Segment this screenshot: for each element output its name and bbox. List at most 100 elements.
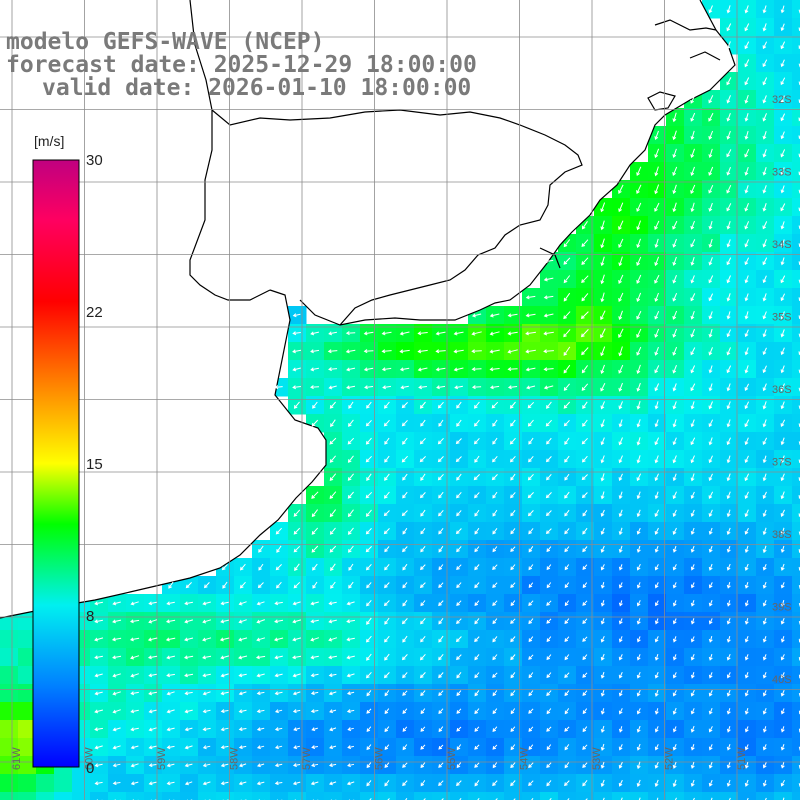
wind-arrow bbox=[654, 455, 659, 464]
wind-arrow bbox=[744, 617, 749, 625]
wind-arrow bbox=[708, 5, 713, 14]
wind-arrow bbox=[471, 331, 482, 336]
wind-arrow bbox=[166, 691, 175, 696]
wind-arrow bbox=[762, 41, 768, 50]
wind-cell bbox=[0, 792, 19, 800]
wind-arrow bbox=[507, 367, 518, 372]
wind-arrow bbox=[384, 690, 390, 697]
colorbar: [m/s] 30 22 15 8 0 bbox=[32, 133, 103, 777]
wind-arrow bbox=[202, 619, 212, 624]
wind-arrow bbox=[328, 367, 338, 372]
wind-arrow bbox=[708, 779, 713, 787]
wind-arrow bbox=[546, 690, 552, 697]
wind-arrow bbox=[436, 385, 446, 390]
wind-arrow bbox=[672, 455, 677, 464]
latitude-label: 33S bbox=[772, 167, 792, 179]
wind-arrow bbox=[672, 654, 677, 661]
wind-arrow bbox=[420, 473, 426, 481]
wind-arrow bbox=[762, 131, 767, 140]
wind-arrow bbox=[510, 726, 516, 733]
wind-cell bbox=[72, 774, 91, 793]
wind-arrow bbox=[438, 744, 444, 750]
wind-arrow bbox=[384, 780, 390, 787]
wind-arrow bbox=[564, 437, 570, 445]
wind-arrow bbox=[130, 691, 139, 696]
wind-arrow bbox=[780, 690, 785, 697]
wind-arrow bbox=[726, 581, 731, 589]
wind-arrow bbox=[563, 311, 571, 320]
wind-arrow bbox=[672, 220, 678, 230]
wind-arrow bbox=[726, 654, 731, 661]
wind-arrow bbox=[347, 509, 354, 518]
wind-cell bbox=[792, 432, 800, 451]
wind-arrow bbox=[510, 762, 516, 769]
wind-arrow bbox=[636, 563, 641, 571]
wind-arrow bbox=[654, 545, 659, 553]
wind-arrow bbox=[112, 619, 122, 624]
wind-cell bbox=[468, 792, 487, 800]
wind-arrow bbox=[726, 545, 731, 553]
wind-arrow bbox=[780, 599, 785, 607]
wind-arrow bbox=[348, 401, 354, 409]
wind-arrow bbox=[564, 600, 570, 607]
wind-arrow bbox=[618, 527, 623, 536]
wind-arrow bbox=[438, 762, 444, 768]
longitude-label: 54W bbox=[519, 747, 531, 770]
wind-arrow bbox=[636, 238, 641, 249]
wind-arrow bbox=[636, 708, 641, 715]
wind-arrow bbox=[708, 726, 713, 733]
wind-cell bbox=[684, 792, 703, 800]
wind-arrow bbox=[690, 689, 695, 697]
wind-arrow bbox=[384, 762, 390, 769]
wind-arrow bbox=[366, 780, 372, 787]
wind-arrow bbox=[456, 546, 462, 553]
wind-arrow bbox=[618, 274, 624, 284]
wind-arrow bbox=[780, 491, 785, 500]
wind-arrow bbox=[292, 619, 302, 624]
wind-arrow bbox=[582, 654, 588, 661]
wind-arrow bbox=[618, 600, 623, 607]
wind-arrow bbox=[549, 797, 552, 800]
wind-arrow bbox=[780, 779, 785, 787]
wind-arrow bbox=[708, 202, 713, 212]
wind-arrow bbox=[495, 798, 498, 800]
wind-arrow bbox=[726, 5, 731, 14]
wind-arrow bbox=[471, 367, 482, 372]
wind-cell bbox=[594, 792, 613, 800]
wind-arrow bbox=[510, 708, 516, 715]
wind-arrow bbox=[581, 365, 589, 374]
wind-arrow bbox=[220, 745, 229, 750]
wind-arrow bbox=[582, 401, 588, 409]
wind-arrow bbox=[255, 655, 266, 660]
wind-arrow bbox=[618, 779, 623, 787]
wind-arrow bbox=[456, 744, 462, 751]
wind-arrow bbox=[509, 401, 516, 409]
wind-arrow bbox=[672, 527, 677, 535]
wind-arrow bbox=[654, 383, 660, 392]
wind-arrow bbox=[347, 491, 354, 499]
wind-arrow bbox=[274, 637, 284, 642]
wind-arrow bbox=[221, 564, 228, 571]
wind-arrow bbox=[381, 367, 392, 372]
wind-arrow bbox=[473, 474, 480, 481]
wind-arrow bbox=[329, 437, 337, 445]
wind-arrow bbox=[762, 383, 767, 392]
wind-arrow bbox=[366, 744, 372, 751]
wind-cell bbox=[792, 180, 800, 199]
wind-arrow bbox=[672, 726, 677, 733]
wind-arrow bbox=[564, 636, 570, 643]
wind-arrow bbox=[384, 455, 390, 463]
wind-arrow bbox=[708, 600, 713, 607]
wind-arrow bbox=[492, 600, 498, 606]
wind-cell bbox=[792, 612, 800, 631]
wind-arrow bbox=[474, 492, 480, 499]
wind-arrow bbox=[582, 510, 588, 517]
wind-arrow bbox=[600, 346, 606, 357]
wind-arrow bbox=[582, 419, 588, 427]
wind-arrow bbox=[328, 601, 337, 606]
wind-arrow bbox=[654, 689, 659, 697]
wind-arrow bbox=[420, 726, 426, 732]
wind-arrow bbox=[618, 437, 623, 446]
wind-arrow bbox=[780, 221, 785, 230]
wind-arrow bbox=[726, 130, 731, 140]
